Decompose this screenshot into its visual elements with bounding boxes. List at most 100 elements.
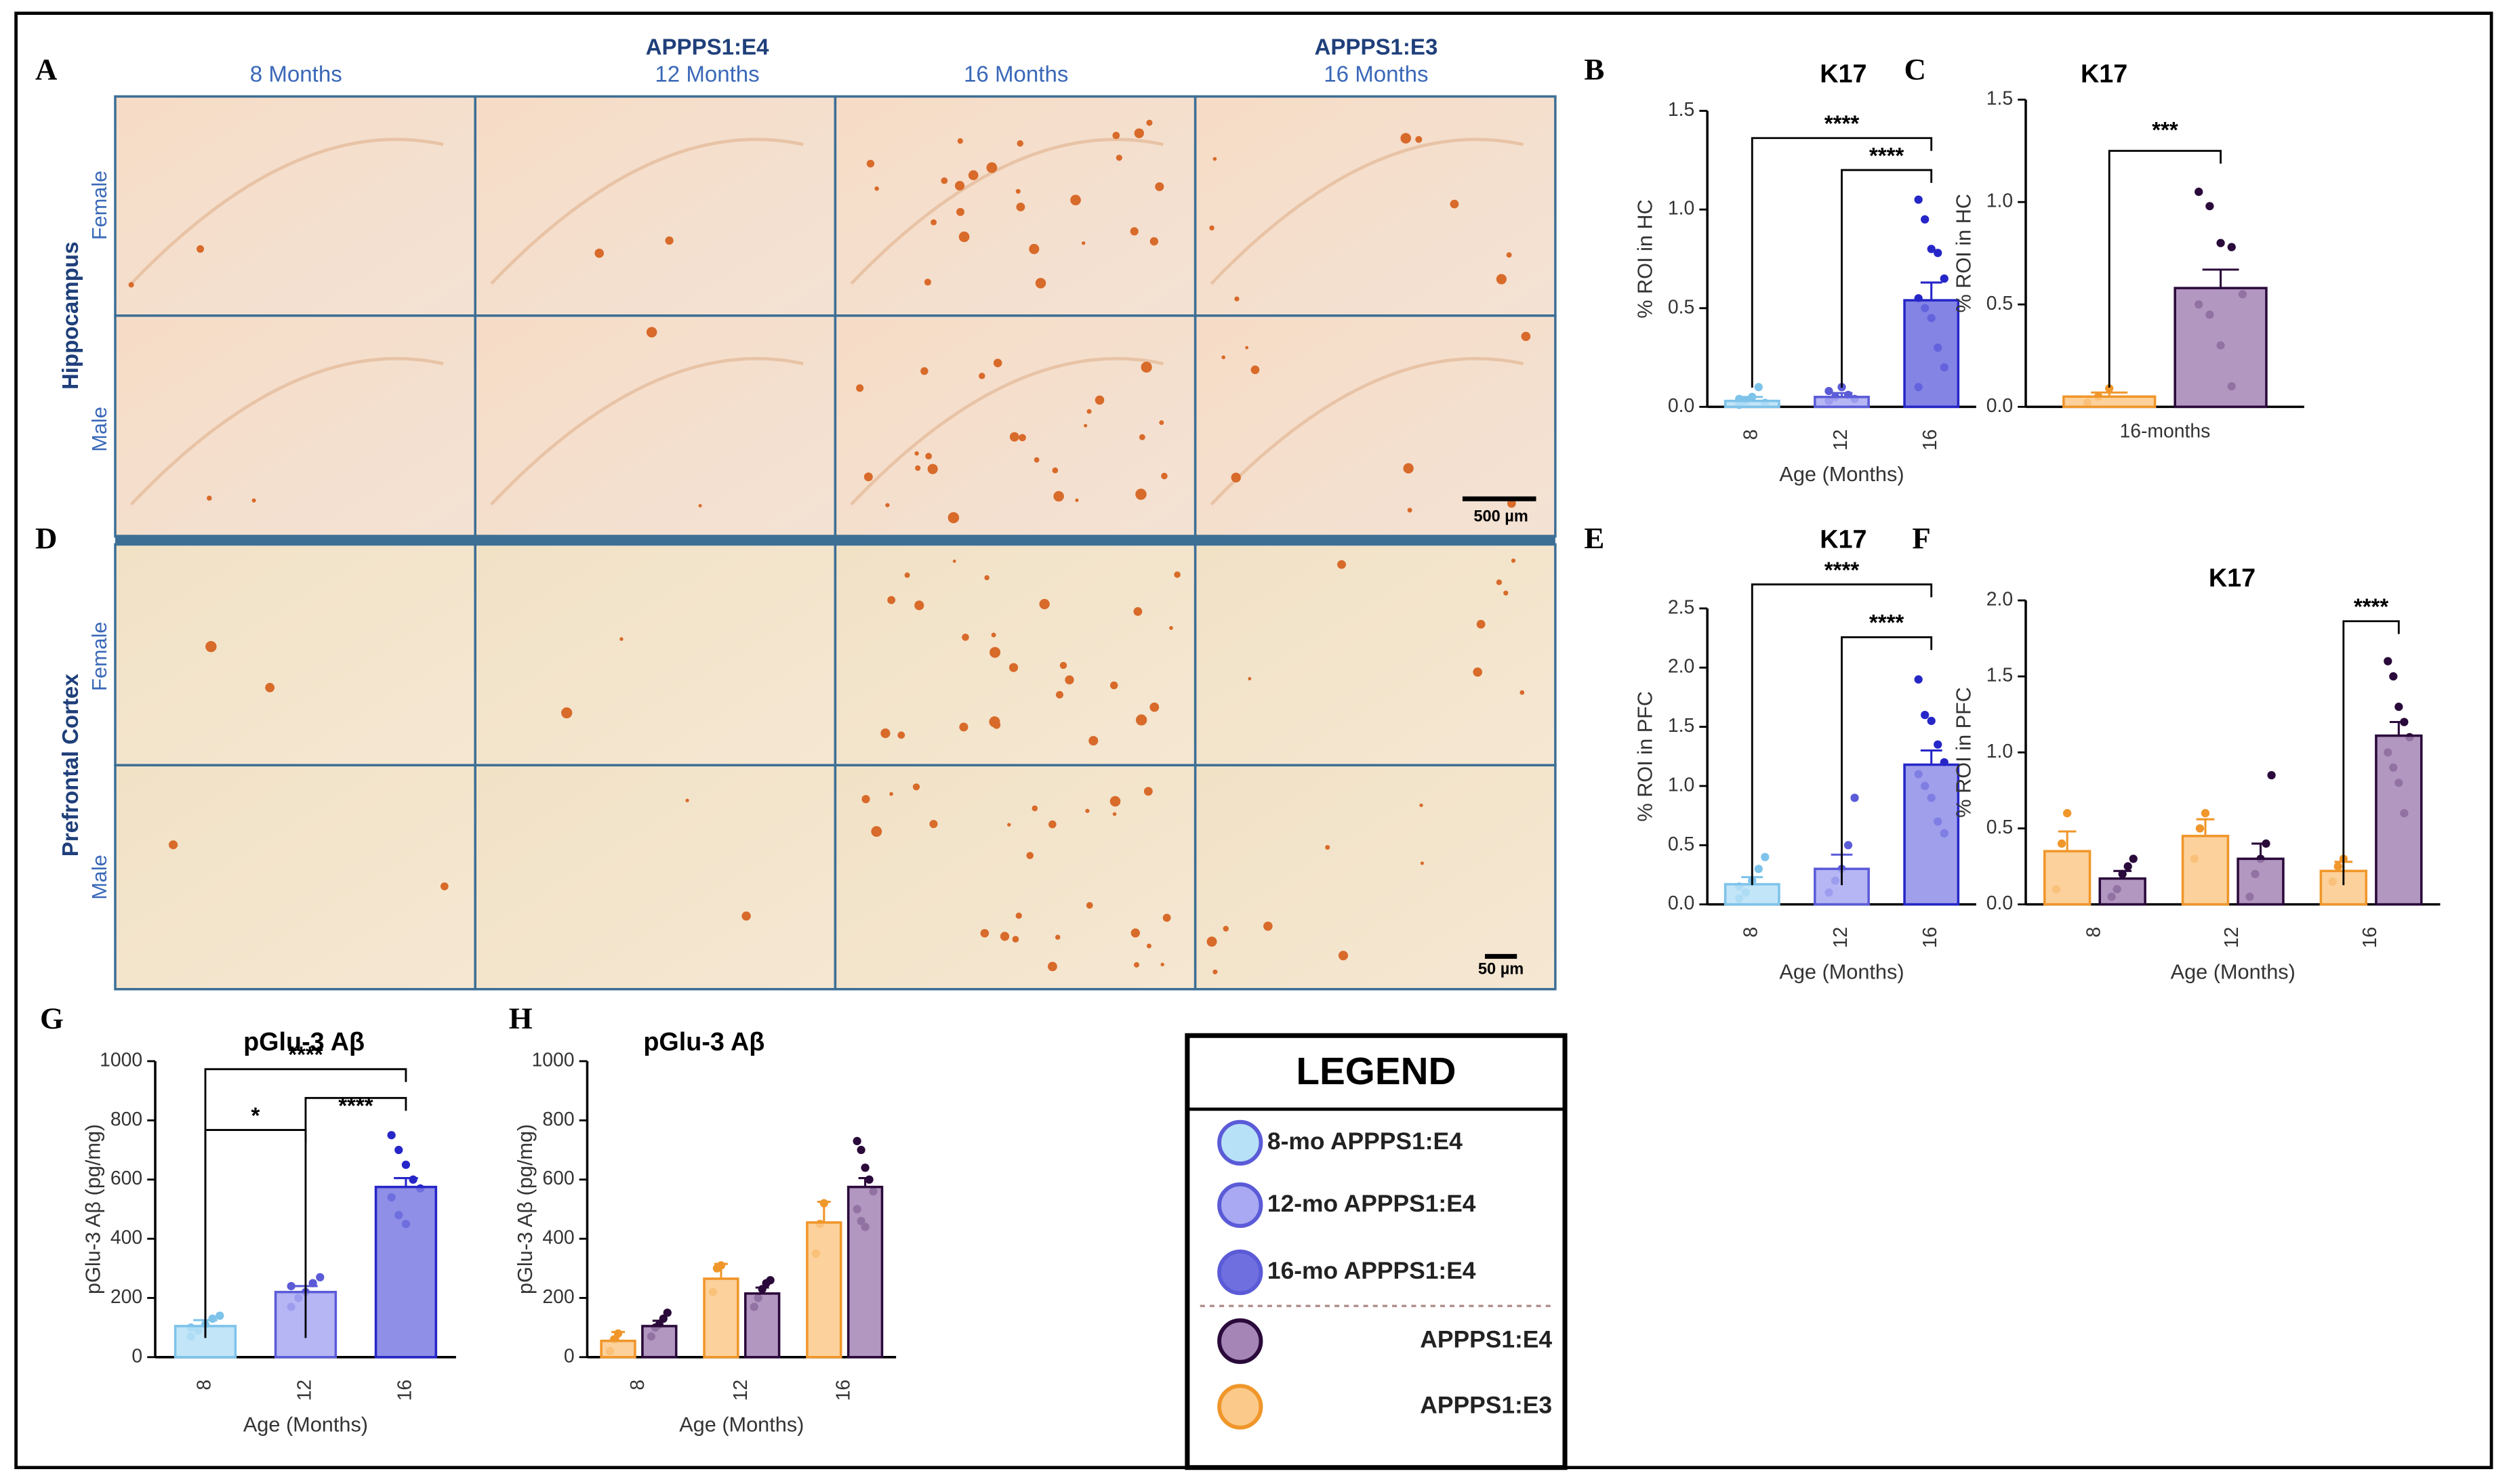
plaque: [1419, 803, 1423, 808]
bar: [744, 1292, 781, 1359]
x-tick-label: 8: [1740, 927, 1762, 938]
data-point: [1754, 383, 1763, 392]
micrograph: [834, 543, 1197, 767]
bar: [374, 1185, 438, 1359]
plaque: [1519, 690, 1525, 695]
y-tick-label: 1.5: [1986, 665, 2013, 686]
data-point: [409, 1175, 417, 1184]
plaque: [958, 231, 970, 243]
y-tick-label: 1.5: [1668, 99, 1694, 121]
micrograph: [114, 543, 476, 767]
plaque: [880, 728, 891, 739]
data-point: [2129, 854, 2138, 863]
panel-letter: C: [1904, 52, 1926, 86]
data-point: [2227, 243, 2236, 251]
x-tick-label: 12: [2221, 927, 2243, 949]
data-point: [2267, 770, 2276, 780]
plaque: [904, 572, 910, 578]
data-point: [2195, 824, 2205, 833]
plaque: [1048, 820, 1057, 829]
data-point: [2333, 862, 2342, 871]
data-point: [387, 1131, 396, 1140]
y-tick-label: 400: [542, 1227, 574, 1249]
data-point: [2195, 187, 2203, 197]
data-point: [394, 1145, 403, 1155]
plaque: [1084, 424, 1088, 428]
plaque: [863, 472, 873, 482]
data-point: [1824, 386, 1833, 396]
plaque: [927, 463, 938, 474]
significance-bracket: [1751, 583, 1933, 886]
plaque: [897, 731, 905, 739]
tissue-outline: [490, 356, 804, 506]
plaque: [912, 783, 920, 791]
panel-letter: G: [40, 1001, 64, 1035]
plaque: [957, 138, 963, 144]
y-tick-label: 0.0: [1668, 892, 1694, 914]
plaque: [1112, 812, 1117, 817]
plaque: [1337, 560, 1346, 569]
bar: [806, 1221, 842, 1359]
plaque: [1245, 346, 1249, 350]
data-point: [2205, 202, 2214, 211]
plaque: [1086, 409, 1092, 414]
y-tick-label: 2.0: [1986, 589, 2013, 611]
bar: [1723, 399, 1780, 409]
x-tick-label: 8: [193, 1380, 215, 1390]
plaque: [1234, 296, 1240, 302]
x-tick-label: 16: [833, 1380, 855, 1401]
y-axis-label: % ROI in HC: [1951, 194, 1975, 313]
micrograph: [474, 543, 837, 767]
plaque: [856, 384, 864, 392]
bar: [1903, 299, 1960, 409]
y-tick-label: 600: [110, 1168, 142, 1189]
plaque: [931, 219, 937, 226]
data-point: [853, 1136, 861, 1146]
plaque: [1496, 274, 1507, 285]
plaque: [1223, 926, 1229, 932]
plaque: [1206, 936, 1217, 947]
legend-label: APPPS1:E3: [1420, 1391, 1552, 1418]
plaque: [925, 453, 933, 460]
plaque: [952, 559, 956, 563]
data-point: [287, 1281, 295, 1291]
plaque: [1141, 361, 1152, 373]
plaque: [1130, 928, 1140, 938]
y-axis-label: % ROI in PFC: [1951, 687, 1975, 818]
data-point: [1914, 195, 1923, 204]
significance-label: ****: [2354, 595, 2389, 620]
data-point: [1914, 675, 1923, 684]
plaque: [1009, 432, 1019, 442]
region-label: Hippocampus: [58, 242, 83, 390]
micrograph: [474, 95, 837, 317]
data-point: [865, 1175, 874, 1184]
x-tick-label: 8: [2083, 927, 2104, 938]
x-axis-label: Age (Months): [1779, 960, 1904, 983]
y-axis-label: % ROI in PFC: [1633, 691, 1657, 822]
plaque: [1149, 236, 1159, 246]
plaque: [1506, 252, 1512, 258]
significance-label: ****: [338, 1094, 373, 1119]
plaque: [1032, 805, 1038, 812]
x-tick-label: 16: [1919, 927, 1941, 949]
plaque: [1000, 932, 1010, 941]
plaque: [1155, 182, 1164, 192]
plaque: [1055, 934, 1061, 940]
micrograph: [1194, 314, 1557, 538]
data-point: [1934, 249, 1942, 257]
y-tick-label: 0.0: [1668, 395, 1694, 417]
plaque: [1085, 808, 1090, 813]
plaque: [991, 632, 996, 638]
data-point: [1921, 215, 1930, 224]
plaque: [1055, 691, 1063, 699]
plaque: [1146, 119, 1153, 126]
y-tick-label: 2.5: [1668, 596, 1694, 618]
plaque: [914, 451, 919, 456]
y-tick-label: 0.5: [1986, 293, 2013, 314]
x-axis-label: Age (Months): [243, 1412, 368, 1436]
x-tick-label: 12: [730, 1380, 752, 1401]
bar: [2098, 877, 2146, 906]
column-header: APPPS1:E4: [646, 35, 769, 60]
bar: [2043, 850, 2092, 906]
